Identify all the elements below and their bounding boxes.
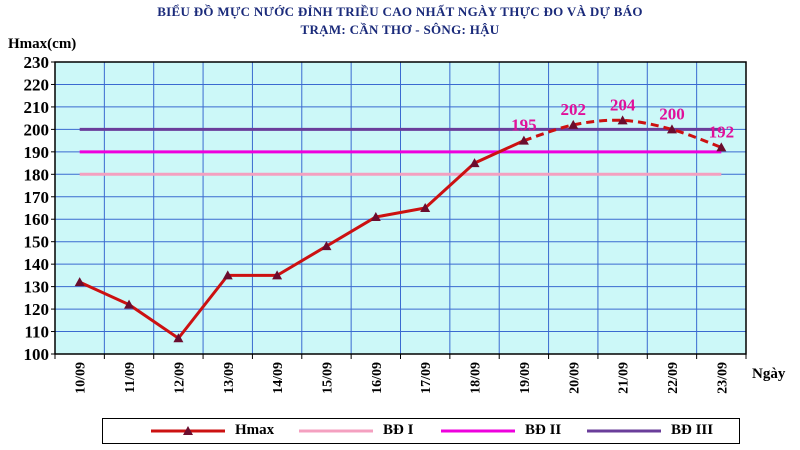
data-label: 195	[511, 116, 537, 135]
x-tick-label: 20/09	[567, 362, 582, 394]
x-tick-label: 15/09	[320, 362, 335, 394]
y-tick-label: 180	[24, 165, 50, 184]
hmax-point	[321, 241, 332, 251]
legend: Hmax BĐ I BĐ II BĐ III	[102, 418, 740, 444]
legend-swatch-hmax	[151, 426, 225, 435]
hmax-point	[568, 119, 579, 129]
y-tick-label: 100	[24, 345, 50, 364]
hmax-point	[469, 158, 480, 168]
data-label: 202	[561, 100, 587, 119]
legend-swatch-bd1	[299, 429, 373, 433]
hmax-point	[518, 135, 529, 145]
hmax-point	[370, 211, 381, 221]
hmax-point	[420, 203, 431, 212]
legend-label-bd2: BĐ II	[525, 422, 562, 438]
y-tick-label: 160	[24, 210, 50, 229]
x-tick-label: 14/09	[271, 362, 286, 394]
y-tick-label: 130	[24, 278, 50, 297]
x-tick-label: 22/09	[666, 362, 681, 394]
hmax-point	[173, 333, 184, 343]
x-tick-label: 21/09	[617, 362, 632, 394]
hmax-point	[222, 270, 233, 280]
y-tick-label: 120	[24, 300, 50, 319]
x-tick-label: 19/09	[518, 362, 533, 394]
hmax-point	[272, 270, 283, 280]
legend-label-bd3: BĐ III	[671, 422, 714, 438]
y-tick-label: 230	[24, 53, 50, 72]
data-label: 192	[709, 122, 735, 141]
hmax-point	[617, 115, 628, 125]
y-tick-label: 200	[24, 120, 50, 139]
data-label: 204	[610, 95, 636, 114]
y-tick-label: 110	[24, 323, 49, 342]
legend-label-hmax: Hmax	[235, 422, 275, 438]
legend-swatch-bd2	[441, 429, 515, 433]
y-tick-label: 220	[24, 75, 50, 94]
chart-subtitle: TRẠM: CẦN THƠ - SÔNG: HẬU	[300, 22, 500, 37]
y-axis-label: Hmax(cm)	[8, 36, 77, 52]
y-tick-label: 140	[24, 255, 50, 274]
hmax-point	[666, 124, 677, 134]
legend-swatch-bd3	[587, 429, 661, 433]
x-tick-label: 11/09	[123, 362, 138, 393]
y-tick-label: 170	[24, 188, 50, 207]
x-tick-label: 18/09	[469, 362, 484, 394]
x-axis-label: Ngày	[752, 366, 786, 382]
y-tick-label: 210	[24, 98, 50, 117]
data-label: 200	[659, 104, 685, 123]
chart-title: BIỂU ĐỒ MỰC NƯỚC ĐỈNH TRIỀU CAO NHẤT NGÀ…	[157, 4, 643, 19]
x-tick-label: 17/09	[419, 362, 434, 394]
hmax-observed-line	[79, 139, 525, 341]
hmax-point	[74, 277, 85, 287]
x-tick-label: 23/09	[715, 362, 730, 394]
x-tick-label: 10/09	[74, 362, 89, 394]
chart: 100 110 120 130 140 150 160 170 180 190 200 210 220 2…	[24, 53, 747, 394]
legend-label-bd1: BĐ I	[383, 422, 414, 438]
hmax-point	[716, 142, 727, 152]
y-tick-label: 150	[24, 233, 50, 252]
x-tick-label: 13/09	[222, 362, 237, 394]
x-tick-label: 12/09	[172, 362, 187, 394]
y-tick-label: 190	[24, 143, 50, 162]
hmax-point	[124, 299, 135, 309]
x-tick-label: 16/09	[370, 362, 385, 394]
